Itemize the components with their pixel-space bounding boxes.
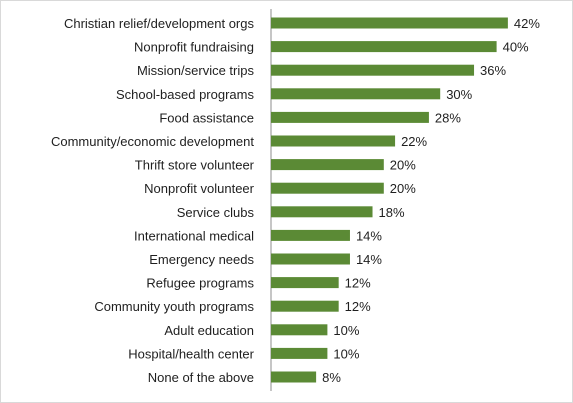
bar (271, 64, 475, 76)
bar (271, 229, 350, 241)
bar (271, 371, 317, 383)
value-label: 12% (345, 299, 371, 314)
value-label: 36% (480, 63, 506, 78)
value-labels: 42% 40% 36% 30% 28% 22% 20% 20% 18% 14% 14% 12% 12% 1… (322, 16, 540, 385)
value-label: 30% (446, 87, 472, 102)
bar (271, 206, 373, 218)
category-label: Nonprofit volunteer (144, 181, 255, 196)
category-labels: Christian relief/development orgs Nonprof… (51, 16, 255, 385)
bar (271, 135, 396, 147)
bar (271, 41, 497, 53)
category-label: Adult education (164, 323, 254, 338)
value-label: 22% (401, 134, 427, 149)
category-label: Community/economic development (51, 134, 254, 149)
category-label: International medical (134, 228, 254, 243)
bar (271, 347, 328, 359)
value-label: 20% (390, 181, 416, 196)
value-label: 18% (379, 205, 405, 220)
category-label: Nonprofit fundraising (134, 40, 254, 55)
category-label: Thrift store volunteer (135, 158, 255, 173)
category-label: Mission/service trips (137, 63, 255, 78)
category-label: Christian relief/development orgs (64, 16, 255, 31)
category-label: Emergency needs (149, 252, 254, 267)
category-label: None of the above (148, 370, 254, 385)
value-label: 28% (435, 110, 461, 125)
bar (271, 182, 384, 194)
bar (271, 17, 508, 29)
category-label: Community youth programs (94, 299, 254, 314)
value-label: 20% (390, 158, 416, 173)
value-label: 14% (356, 228, 382, 243)
bar (271, 277, 339, 289)
value-label: 40% (503, 40, 529, 55)
value-label: 14% (356, 252, 382, 267)
value-label: 42% (514, 16, 540, 31)
bar (271, 253, 350, 265)
category-label: Hospital/health center (128, 346, 254, 361)
value-label: 12% (345, 276, 371, 291)
category-label: School-based programs (116, 87, 255, 102)
category-label: Refugee programs (146, 276, 254, 291)
bar (271, 111, 429, 123)
bar (271, 159, 384, 171)
category-label: Food assistance (159, 110, 254, 125)
bars (271, 17, 508, 383)
category-label: Service clubs (177, 205, 255, 220)
bar (271, 300, 339, 312)
bar (271, 324, 328, 336)
value-label: 8% (322, 370, 341, 385)
bar (271, 88, 441, 100)
value-label: 10% (333, 323, 359, 338)
value-label: 10% (333, 346, 359, 361)
